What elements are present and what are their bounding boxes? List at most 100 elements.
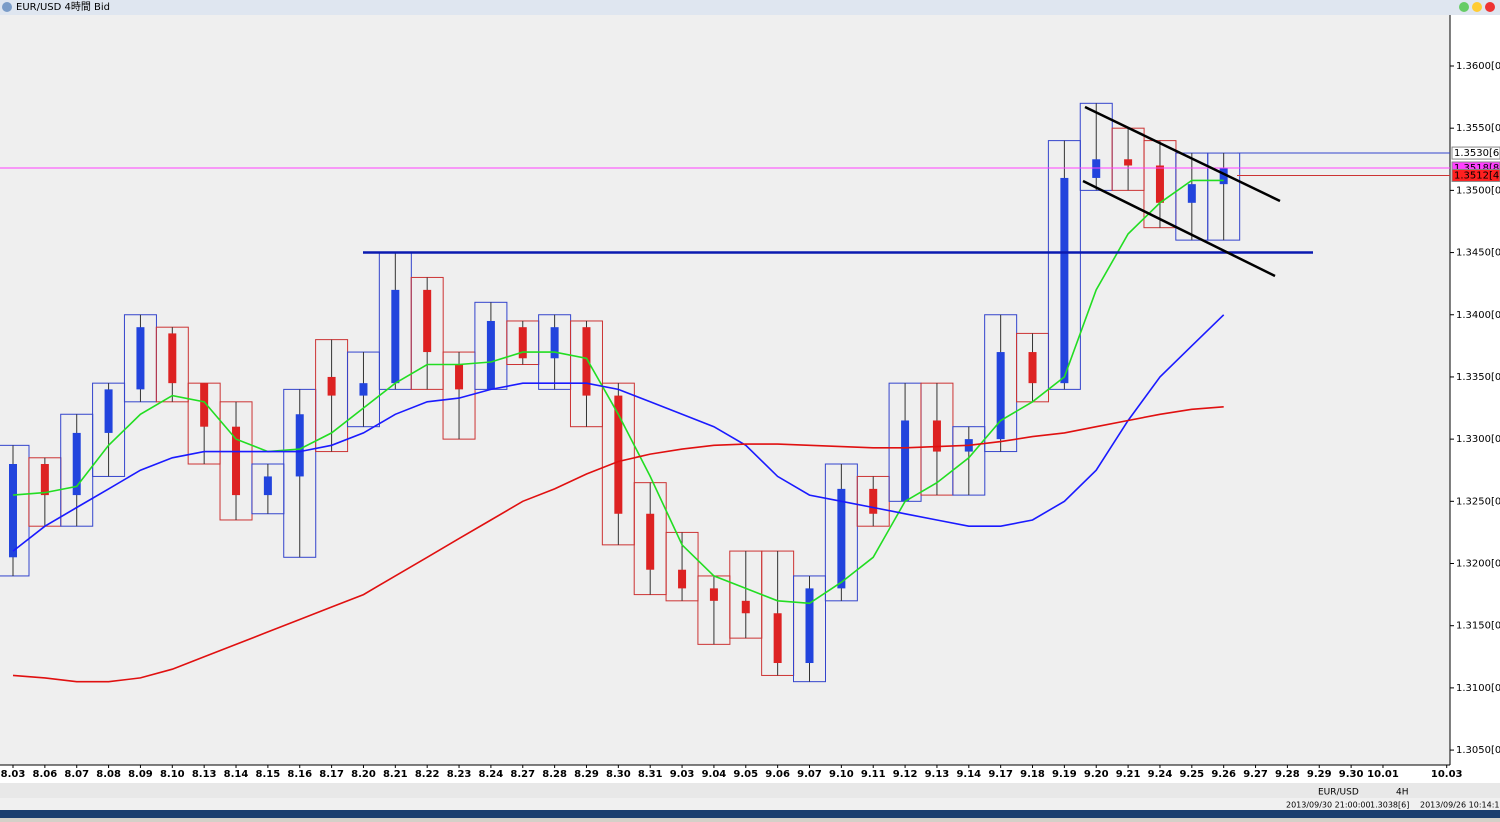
x-tick-label: 8.23 [447, 769, 472, 780]
candle-body [40, 464, 49, 496]
candle-body [869, 488, 878, 514]
x-tick-label: 8.21 [383, 769, 408, 780]
x-tick-label: 10.03 [1431, 769, 1463, 780]
candle-body [168, 333, 177, 384]
candle-body [391, 289, 400, 384]
y-tick-label: 1.3450[0 [1456, 248, 1500, 259]
clock: 2013/09/26 10:14:11 [1420, 801, 1500, 810]
close-button[interactable] [1485, 2, 1495, 12]
x-tick-label: 9.28 [1275, 769, 1300, 780]
x-tick-label: 9.27 [1243, 769, 1268, 780]
cursor-price: 1.3038[6] [1370, 801, 1409, 810]
x-tick-label: 9.29 [1307, 769, 1332, 780]
x-tick-label: 8.29 [574, 769, 599, 780]
x-tick-label: 9.25 [1179, 769, 1204, 780]
candle-body [295, 414, 304, 477]
x-tick-label: 9.26 [1211, 769, 1236, 780]
y-tick-label: 1.3300[0 [1456, 434, 1500, 445]
moving-average-line [12, 179, 1224, 605]
x-tick-label: 8.06 [33, 769, 58, 780]
price-label: 1.3512[4 [1454, 170, 1499, 181]
candle-body [136, 327, 145, 390]
x-tick-label: 8.17 [319, 769, 344, 780]
x-tick-label: 9.03 [670, 769, 695, 780]
x-tick-label: 9.06 [765, 769, 790, 780]
candle-body [741, 600, 750, 614]
candle-body [646, 513, 655, 570]
price-label: 1.3530[6 [1454, 148, 1499, 159]
x-tick-label: 9.05 [733, 769, 758, 780]
x-tick-label: 8.22 [415, 769, 440, 780]
candle-body [837, 488, 846, 589]
x-tick-label: 8.24 [479, 769, 504, 780]
candle-body [1060, 177, 1069, 384]
x-tick-label: 8.10 [160, 769, 185, 780]
x-tick-label: 9.21 [1116, 769, 1141, 780]
x-tick-label: 9.24 [1148, 769, 1173, 780]
x-tick-label: 9.17 [988, 769, 1013, 780]
x-tick-label: 9.11 [861, 769, 886, 780]
candle-body [327, 376, 336, 396]
candle-body [709, 588, 718, 601]
y-tick-label: 1.3400[0 [1456, 310, 1500, 321]
candle-body [805, 588, 814, 664]
scrollbar [0, 783, 1500, 798]
x-tick-label: 8.14 [224, 769, 249, 780]
moving-average-line [12, 314, 1225, 552]
candle-body [72, 432, 81, 496]
plot-layer [0, 65, 1454, 768]
candle-body [932, 420, 941, 452]
candle-body [455, 364, 464, 390]
x-tick-label: 10.01 [1367, 769, 1399, 780]
x-tick-label: 9.30 [1339, 769, 1364, 780]
candle-body [996, 352, 1005, 440]
candle-body [1155, 165, 1164, 203]
trend-line [1082, 179, 1276, 278]
x-tick-label: 9.14 [956, 769, 981, 780]
candle-body [486, 320, 495, 390]
trend-line [1084, 105, 1281, 203]
title-bar [0, 0, 1500, 15]
app-icon [2, 2, 12, 12]
candle-body [263, 476, 272, 496]
x-tick-label: 8.16 [287, 769, 312, 780]
x-tick-label: 8.09 [128, 769, 153, 780]
timeframe[interactable]: 4H [1396, 788, 1409, 798]
y-tick-label: 1.3150[0 [1456, 621, 1500, 632]
candle-body [678, 569, 687, 589]
candle-body [9, 464, 17, 558]
cursor-time: 2013/09/30 21:00:00 [1286, 801, 1371, 810]
x-tick-label: 9.12 [893, 769, 918, 780]
x-tick-label: 9.18 [1020, 769, 1045, 780]
y-tick-label: 1.3200[0 [1456, 559, 1500, 570]
x-tick-label: 8.27 [510, 769, 535, 780]
candle-body [1219, 167, 1228, 185]
candle-body [104, 389, 113, 433]
y-tick-label: 1.3050[0 [1456, 745, 1500, 756]
y-tick-label: 1.3100[0 [1456, 683, 1500, 694]
y-tick-label: 1.3550[0 [1456, 123, 1500, 134]
candle-body [1092, 159, 1101, 178]
status-bar [0, 798, 1500, 810]
x-tick-label: 9.10 [829, 769, 854, 780]
y-tick-label: 1.3500[0 [1456, 185, 1500, 196]
x-tick-label: 9.04 [702, 769, 727, 780]
maximize-button[interactable] [1472, 2, 1482, 12]
candle-body [200, 383, 209, 427]
candle-body [614, 395, 623, 514]
x-tick-label: 8.28 [542, 769, 567, 780]
candle-body [582, 327, 591, 396]
x-tick-label: 8.31 [638, 769, 663, 780]
plot-area [0, 15, 1450, 765]
symbol[interactable]: EUR/USD [1318, 788, 1359, 798]
minimize-button[interactable] [1459, 2, 1469, 12]
candle-body [773, 613, 782, 664]
y-tick-label: 1.3250[0 [1456, 496, 1500, 507]
chart-title: EUR/USD 4時間 Bid [16, 1, 110, 13]
candle-body [232, 426, 241, 496]
x-tick-label: 8.30 [606, 769, 631, 780]
x-tick-label: 9.07 [797, 769, 822, 780]
x-tick-label: 8.15 [256, 769, 281, 780]
